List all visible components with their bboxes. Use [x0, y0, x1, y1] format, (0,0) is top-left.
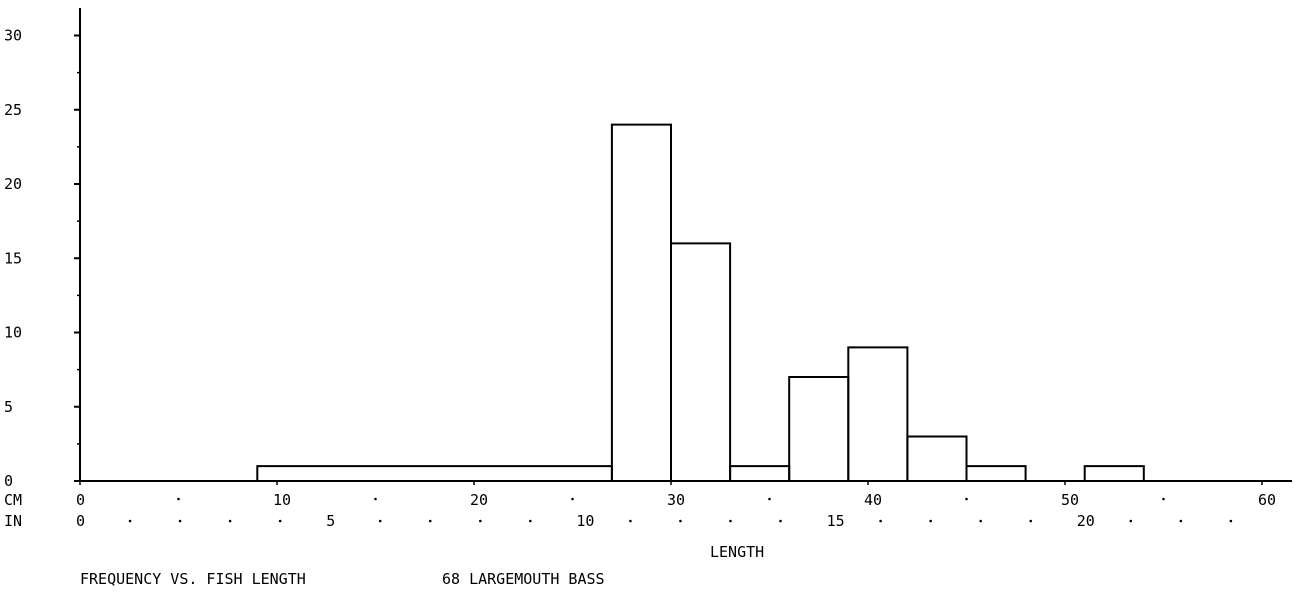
- x-minor-dot-in: [378, 519, 382, 523]
- x-tick-label-in: 20: [1077, 512, 1095, 530]
- x-minor-dot-in: [1179, 519, 1183, 523]
- histogram-bar: [670, 242, 732, 481]
- x-tick-label-cm: 30: [667, 491, 685, 509]
- cm-row-label: CM: [4, 491, 22, 509]
- x-minor-dot-cm: [965, 497, 968, 501]
- y-tick-label: 0: [4, 472, 13, 490]
- x-tick-label-cm: 0: [76, 491, 85, 509]
- x-tick-label-cm: 10: [273, 491, 291, 509]
- y-tick-label: 5: [4, 398, 13, 416]
- x-minor-dot-in: [128, 519, 132, 523]
- x-minor-dot-in: [529, 519, 532, 523]
- histogram-bar: [788, 376, 850, 481]
- x-minor-dot-in: [1029, 519, 1033, 523]
- x-minor-dot-cm: [571, 497, 574, 501]
- x-minor-dot-cm: [768, 497, 771, 501]
- x-minor-dot-in: [228, 519, 232, 523]
- x-minor-dot-in: [629, 519, 632, 523]
- y-tick-label: 10: [4, 324, 22, 342]
- x-tick-label-in: 15: [827, 512, 845, 530]
- x-minor-dot-in: [178, 519, 182, 523]
- x-minor-dot-in: [729, 519, 732, 523]
- histogram-bar: [1083, 465, 1145, 481]
- x-tick-label-cm: 50: [1061, 491, 1079, 509]
- x-tick-label-cm: 60: [1258, 491, 1276, 509]
- x-tick-label-cm: 20: [470, 491, 488, 509]
- in-row-label: IN: [4, 512, 22, 530]
- x-tick-label-in: 5: [326, 512, 335, 530]
- x-minor-dot-in: [479, 519, 482, 523]
- y-tick-label: 30: [4, 27, 22, 45]
- x-minor-dot-in: [779, 519, 782, 523]
- x-minor-dot-in: [278, 519, 282, 523]
- x-axis-title: LENGTH: [710, 543, 764, 561]
- x-minor-dot-cm: [1162, 497, 1165, 501]
- x-minor-dot-in: [428, 519, 432, 523]
- x-minor-dot-in: [979, 519, 982, 523]
- histogram-bar: [906, 435, 968, 481]
- histogram-bar: [965, 465, 1027, 481]
- x-minor-dot-cm: [374, 497, 377, 501]
- y-ticks: 0 5 10 15 20 25 30: [4, 27, 80, 490]
- y-tick-label: 20: [4, 175, 22, 193]
- x-minor-dot-cm: [177, 497, 180, 501]
- x-ticks: 0 10 20 30 40 50 60 0 5 10 15 20: [76, 481, 1276, 530]
- x-minor-dot-in: [679, 519, 682, 523]
- x-minor-dot-in: [1129, 519, 1133, 523]
- x-minor-dot-in: [879, 519, 882, 523]
- y-tick-label: 25: [4, 101, 22, 119]
- histogram-bars: [256, 123, 1145, 481]
- x-tick-label-in: 0: [76, 512, 85, 530]
- histogram-bar: [256, 465, 613, 481]
- chart-title: FREQUENCY VS. FISH LENGTH: [80, 570, 306, 588]
- x-minor-dot-in: [1229, 519, 1233, 523]
- x-minor-dot-in: [929, 519, 932, 523]
- y-tick-label: 15: [4, 249, 22, 267]
- histogram-bar: [610, 123, 672, 481]
- chart-subtitle: 68 LARGEMOUTH BASS: [442, 570, 605, 588]
- x-tick-label-in: 10: [576, 512, 594, 530]
- x-tick-label-cm: 40: [864, 491, 882, 509]
- histogram-bar: [729, 465, 791, 481]
- histogram-bar: [847, 346, 909, 481]
